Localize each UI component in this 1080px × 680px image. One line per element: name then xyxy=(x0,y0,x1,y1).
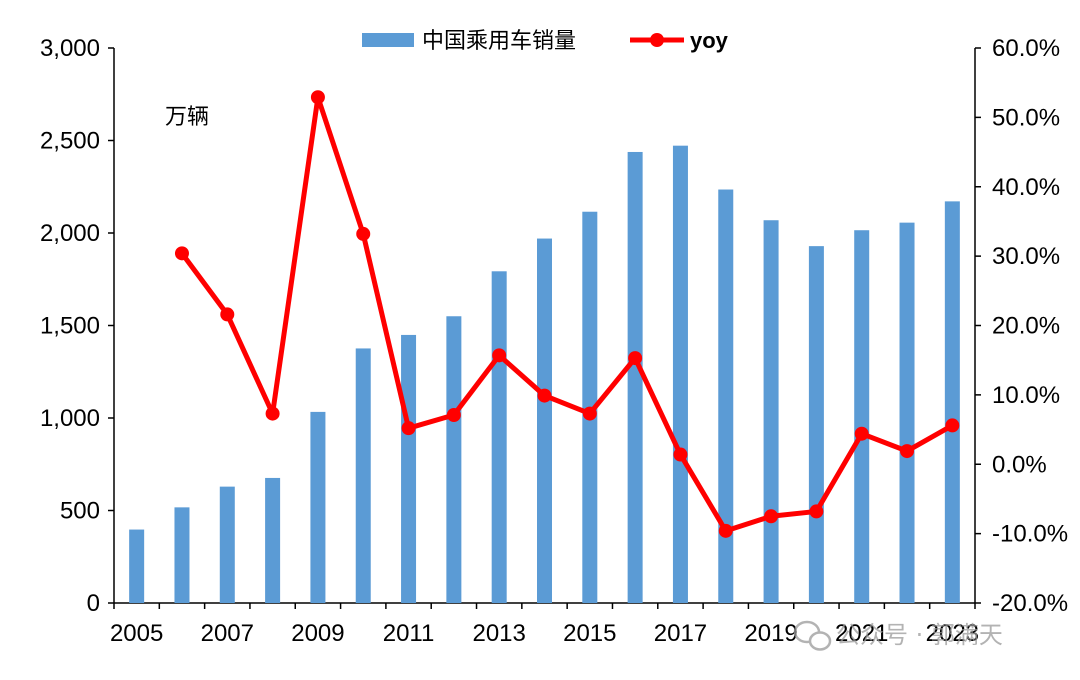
yoy-point-2006 xyxy=(174,246,189,261)
right-tick-label: 50.0% xyxy=(992,104,1060,131)
x-tick-label: 2009 xyxy=(291,620,344,647)
yoy-point-2023 xyxy=(945,418,960,433)
yoy-point-2007 xyxy=(220,307,235,322)
yoy-point-2018 xyxy=(718,523,733,538)
x-tick-label: 2019 xyxy=(744,620,797,647)
right-tick-label: 60.0% xyxy=(992,35,1060,62)
left-tick-label: 0 xyxy=(87,590,100,617)
x-tick-label: 2013 xyxy=(472,620,525,647)
yoy-point-2010 xyxy=(356,226,371,241)
yoy-point-2014 xyxy=(537,388,552,403)
legend-swatch-yoy-marker xyxy=(650,33,664,47)
bar-2009 xyxy=(310,411,326,603)
yoy-point-2012 xyxy=(446,407,461,422)
yoy-point-2009 xyxy=(310,90,325,105)
legend-label-sales: 中国乘用车销量 xyxy=(422,29,576,54)
x-tick-label: 2017 xyxy=(654,620,707,647)
left-tick-label: 3,000 xyxy=(40,35,100,62)
watermark: 公众号 · 郭满天 xyxy=(793,620,1003,651)
yoy-point-2021 xyxy=(854,426,869,441)
bar-2021 xyxy=(854,230,870,603)
bar-2017 xyxy=(672,145,688,603)
bar-2023 xyxy=(944,201,960,604)
right-tick-label: 0.0% xyxy=(992,451,1047,478)
yoy-point-2011 xyxy=(401,421,416,436)
right-tick-label: 20.0% xyxy=(992,313,1060,340)
x-tick-label: 2021 xyxy=(835,620,888,647)
unit-label: 万辆 xyxy=(165,105,209,130)
bar-2008 xyxy=(265,477,281,603)
legend-swatch-sales xyxy=(362,33,414,47)
left-axis-ticks: 0 500 1,000 1,500 2,000 2,500 3,000 xyxy=(40,35,114,617)
yoy-point-2016 xyxy=(628,351,643,366)
yoy-point-2015 xyxy=(582,406,597,421)
right-tick-label: -20.0% xyxy=(992,590,1068,617)
bar-2020 xyxy=(808,246,824,603)
legend-label-yoy: yoy xyxy=(690,28,729,53)
yoy-point-2020 xyxy=(809,504,824,519)
x-axis-ticks: 2005 2007 2009 2011 2013 2015 2017 2019 2021 2023 xyxy=(110,603,979,647)
bar-2012 xyxy=(446,316,462,603)
left-tick-label: 2,500 xyxy=(40,128,100,155)
right-tick-label: 30.0% xyxy=(992,243,1060,270)
bar-2016 xyxy=(627,151,643,603)
yoy-point-2022 xyxy=(900,444,915,459)
x-tick-label: 2011 xyxy=(383,620,435,647)
bar-2006 xyxy=(174,507,190,603)
right-tick-label: 10.0% xyxy=(992,382,1060,409)
yoy-point-2008 xyxy=(265,406,280,421)
right-tick-label: 40.0% xyxy=(992,174,1060,201)
bar-2014 xyxy=(537,238,552,604)
left-tick-label: 1,000 xyxy=(40,405,100,432)
left-tick-label: 500 xyxy=(60,498,100,525)
bar-2019 xyxy=(763,220,779,604)
bar-2011 xyxy=(401,334,417,603)
bar-2018 xyxy=(718,189,734,603)
bar-2013 xyxy=(491,271,507,603)
legend: 中国乘用车销量 yoy xyxy=(362,28,729,54)
wechat-icon xyxy=(793,620,832,651)
bar-2022 xyxy=(899,222,915,603)
x-tick-label: 2005 xyxy=(110,620,163,647)
x-tick-label: 2015 xyxy=(563,620,616,647)
line-series-yoy xyxy=(174,90,960,538)
yoy-line-path xyxy=(179,94,954,534)
yoy-point-2019 xyxy=(764,509,779,524)
yoy-point-2017 xyxy=(673,447,688,462)
x-tick-label: 2023 xyxy=(926,620,979,647)
right-axis-ticks: -20.0% -10.0% 0.0% 10.0% 20.0% 30.0% 40.0% 50.0… xyxy=(975,35,1068,617)
bar-2005 xyxy=(129,529,145,603)
right-tick-label: -10.0% xyxy=(992,521,1068,548)
bar-2010 xyxy=(355,348,371,603)
yoy-point-2013 xyxy=(492,348,507,363)
left-tick-label: 1,500 xyxy=(40,313,100,340)
watermark-text: 公众号 · 郭满天 xyxy=(836,621,1003,649)
x-tick-label: 2007 xyxy=(201,620,254,647)
left-tick-label: 2,000 xyxy=(40,220,100,247)
bar-2007 xyxy=(219,486,235,603)
